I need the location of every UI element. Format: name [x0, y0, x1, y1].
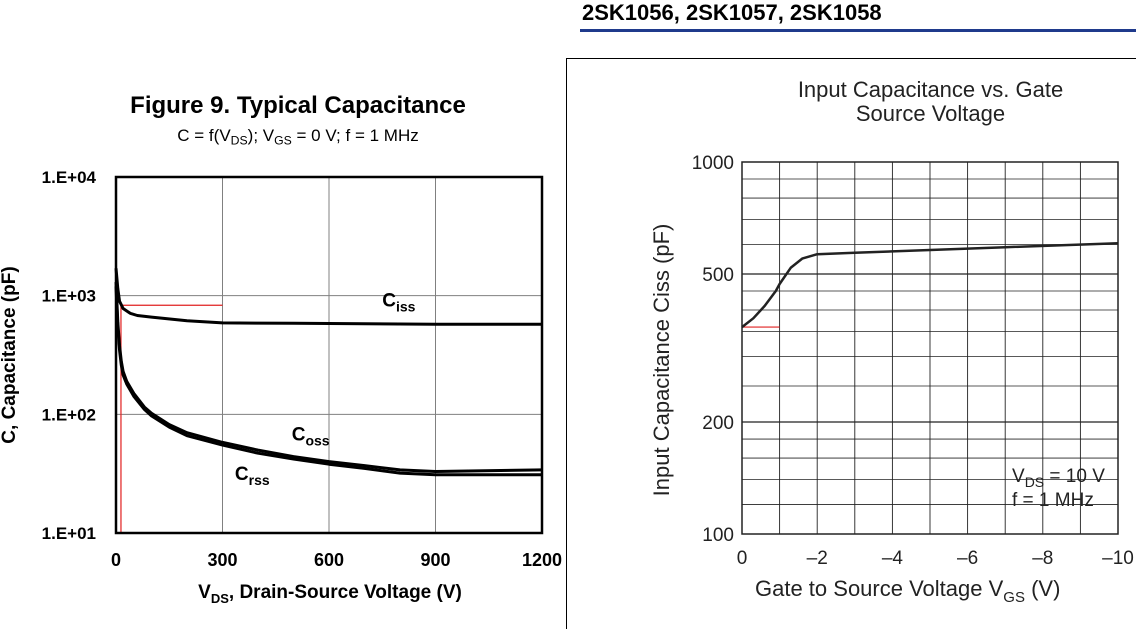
y-tick-label: 1000	[692, 153, 734, 174]
x-axis-label-part: , Drain-Source Voltage (V)	[229, 582, 462, 603]
x-tick-label: 0	[111, 550, 121, 570]
right-panel-frame	[566, 58, 1136, 629]
x-tick-label: 600	[314, 550, 344, 570]
figure9-title: Figure 9. Typical Capacitance	[130, 92, 466, 119]
ciss-curve	[741, 241, 1119, 329]
subtitle-part: C = f(V	[177, 126, 231, 145]
x-axis-label: VDS, Drain-Source Voltage (V)	[198, 582, 462, 606]
condition-vds: VDS = 10 V	[1012, 466, 1105, 490]
right-chart-title: Input Capacitance vs. Gate Source Voltag…	[580, 78, 1136, 126]
condition-vds-rest: = 10 V	[1044, 466, 1105, 487]
y-axis-label: C, Capacitance (pF)	[0, 266, 20, 443]
ciss-curve	[114, 268, 542, 326]
plot-frame	[741, 161, 1119, 535]
x-axis-label-part: Gate to Source Voltage V	[755, 576, 1004, 601]
x-tick-label: –8	[1032, 548, 1053, 569]
figure9-subtitle: C = f(VDS); VGS = 0 V; f = 1 MHz	[0, 126, 596, 148]
series-label-coss: Coss	[292, 425, 330, 449]
x-tick-label: 1200	[522, 550, 562, 570]
series-label-crss: Crss	[235, 464, 270, 488]
x-tick-label: –10	[1102, 548, 1134, 569]
series-label-ciss-sub: iss	[396, 299, 416, 315]
subtitle-part: = 0 V; f = 1 MHz	[291, 126, 419, 145]
plot-frame	[114, 175, 544, 535]
series-label-crss-main: C	[235, 464, 249, 485]
header-rule	[580, 29, 1136, 32]
x-tick-label: –6	[957, 548, 978, 569]
condition-vds-sub: DS	[1025, 474, 1044, 490]
right-chart-title-line1: Input Capacitance vs. Gate	[797, 77, 1064, 102]
condition-freq: f = 1 MHz	[1012, 490, 1094, 511]
figure9-chart: 0 300 600 900 1200 1.E+01 1.E+02 1.E+03 1.E+04 Ci…	[0, 168, 562, 606]
series-label-coss-sub: oss	[305, 433, 329, 449]
x-axis-label-part: (V)	[1025, 576, 1060, 601]
y-tick-label: 500	[702, 265, 734, 286]
y-tick-label: 100	[702, 525, 734, 546]
x-axis-label: Gate to Source Voltage VGS (V)	[755, 576, 1060, 606]
x-axis-label-part: DS	[211, 591, 229, 606]
y-tick-label: 1.E+02	[42, 405, 96, 424]
subtitle-sub: GS	[274, 133, 292, 148]
y-tick-label: 1.E+01	[42, 524, 96, 543]
series-label-ciss-main: C	[382, 291, 396, 312]
y-tick-label: 1.E+03	[42, 287, 96, 306]
x-axis-label-part: V	[198, 582, 211, 603]
x-tick-label: 900	[420, 550, 450, 570]
x-axis-label-part: GS	[1003, 589, 1025, 606]
y-tick-label: 200	[702, 413, 734, 434]
x-tick-label: 300	[207, 550, 237, 570]
series-label-ciss: Ciss	[382, 291, 415, 315]
x-tick-label: –4	[882, 548, 904, 569]
header-title: 2SK1056, 2SK1057, 2SK1058	[582, 0, 882, 25]
subtitle-sub: DS	[230, 133, 248, 148]
crss-curve	[114, 286, 542, 477]
right-chart-title-line2: Source Voltage	[855, 101, 1006, 126]
y-tick-label: 1.E+04	[42, 168, 97, 187]
x-tick-label: 0	[737, 548, 748, 569]
series-label-coss-main: C	[292, 425, 306, 446]
x-tick-label: –2	[807, 548, 828, 569]
condition-vds-main: V	[1012, 466, 1025, 487]
subtitle-part: ); V	[247, 126, 275, 145]
y-axis-label: Input Capacitance Ciss (pF)	[649, 224, 674, 497]
series-label-crss-sub: rss	[249, 472, 270, 488]
